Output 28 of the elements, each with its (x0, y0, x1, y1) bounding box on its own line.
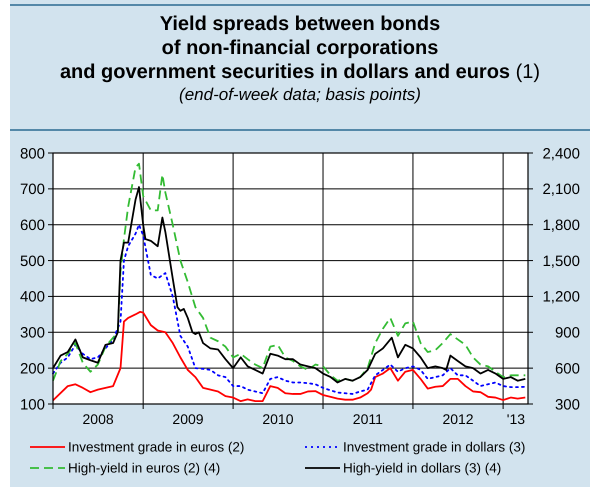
y-tick-label: 400 (20, 288, 45, 306)
x-tick-label: 2012 (442, 411, 474, 427)
legend-label: Investment grade in euros (2) (68, 440, 244, 455)
chart-title: Yield spreads between bonds of non-financial corporations and government securities in dollars and euros (1) (60, 13, 540, 83)
legend-label: High-yield in euros (2) (4) (68, 460, 220, 476)
x-tick-label: 2010 (262, 411, 294, 427)
y-tick-label: 100 (20, 396, 45, 414)
y-tick-label: 500 (20, 252, 45, 270)
y2-tick-label: 1,500 (542, 252, 580, 270)
x-tick-label: 2008 (82, 411, 114, 427)
x-tick-label: 2011 (352, 411, 384, 427)
y2-tick-label: 900 (554, 324, 580, 342)
y2-tick-label: 2,100 (542, 181, 580, 198)
y-tick-label: 700 (20, 181, 45, 198)
legend-label: High-yield in dollars (3) (4) (343, 460, 502, 476)
x-tick-label: 2009 (172, 411, 204, 427)
y-tick-label: 300 (20, 324, 45, 342)
chart-subtitle: (end-of-week data; basis points) (179, 85, 421, 104)
y2-tick-label: 1,200 (542, 288, 580, 306)
y2-tick-label: 600 (554, 360, 580, 378)
y2-tick-label: 2,400 (542, 145, 580, 162)
y2-tick-label: 1,800 (542, 216, 580, 234)
y-tick-label: 600 (20, 216, 45, 234)
legend-label: Investment grade in dollars (3) (343, 440, 526, 455)
x-tick-label: '13 (506, 411, 526, 427)
y2-tick-label: 300 (554, 396, 580, 414)
y-tick-label: 800 (20, 145, 45, 162)
y-tick-label: 200 (20, 360, 45, 378)
